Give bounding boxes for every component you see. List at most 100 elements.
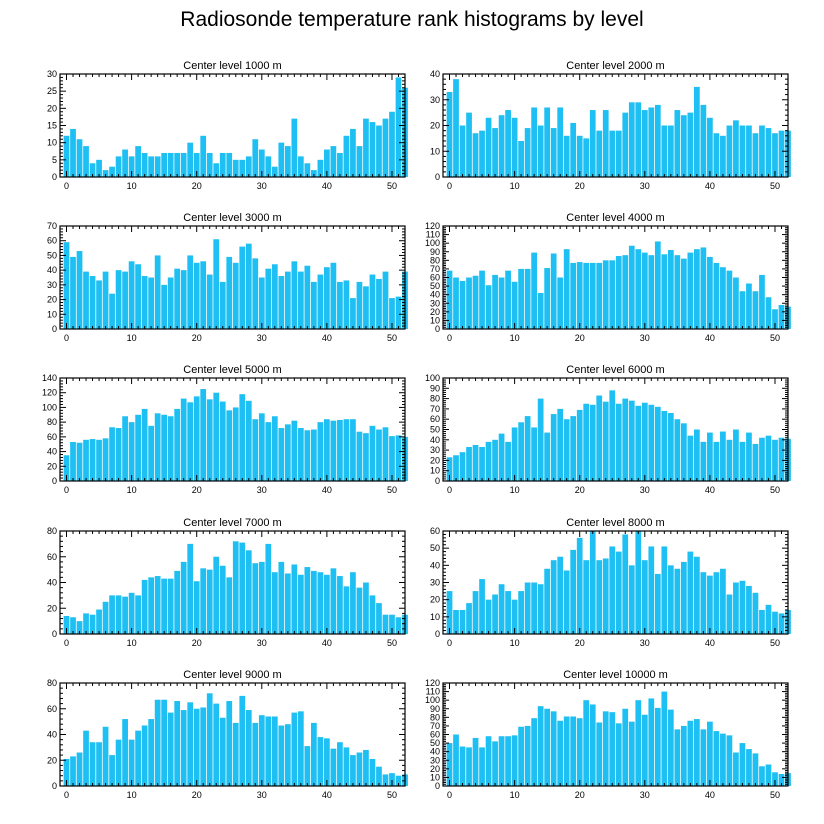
bar <box>524 582 531 634</box>
bar <box>479 747 485 787</box>
bar <box>356 281 363 329</box>
bar <box>459 746 466 786</box>
bar <box>369 758 376 786</box>
bar <box>304 567 311 634</box>
bar <box>752 592 759 634</box>
bar <box>524 128 531 177</box>
bar <box>661 546 668 634</box>
bar <box>667 250 674 329</box>
bar <box>707 117 713 177</box>
y-tick-label: 50 <box>430 281 440 291</box>
bar <box>700 104 707 177</box>
y-tick-label: 10 <box>430 612 440 622</box>
y-tick-label: 60 <box>430 730 440 740</box>
bar <box>531 582 537 634</box>
bar <box>648 546 655 634</box>
bar <box>518 726 524 786</box>
bar <box>96 159 102 177</box>
bar <box>76 251 83 329</box>
bar <box>258 277 265 329</box>
bar <box>89 439 96 481</box>
bar <box>187 255 194 329</box>
y-tick-label: 140 <box>42 373 57 383</box>
bar <box>245 156 252 177</box>
bar <box>726 735 733 786</box>
bar <box>563 419 570 481</box>
bar <box>271 264 278 329</box>
bar <box>245 243 252 329</box>
bar <box>291 712 298 786</box>
bar <box>239 394 246 481</box>
y-tick-label: 10 <box>47 138 57 148</box>
bar <box>739 580 746 634</box>
bar <box>505 270 511 329</box>
bar <box>557 277 564 329</box>
bar <box>485 285 492 329</box>
bar <box>115 270 122 329</box>
bar <box>226 256 233 329</box>
bar <box>200 568 207 634</box>
bar <box>356 587 363 634</box>
bar <box>602 110 609 177</box>
bar <box>330 146 337 177</box>
bar <box>395 617 402 634</box>
bar <box>466 277 472 329</box>
bar <box>219 565 226 634</box>
x-tick-label: 10 <box>510 333 520 343</box>
bar <box>570 262 577 329</box>
bar <box>109 293 115 329</box>
x-tick-label: 50 <box>770 485 780 495</box>
bar <box>148 277 154 329</box>
bar <box>128 156 135 177</box>
bar <box>596 262 603 329</box>
bar <box>363 118 369 177</box>
bar <box>641 110 648 177</box>
bar <box>356 146 363 177</box>
bar <box>589 704 596 786</box>
bar <box>615 551 622 634</box>
x-tick-label: 20 <box>192 333 202 343</box>
x-tick-label: 0 <box>64 181 69 191</box>
bar <box>258 561 265 634</box>
y-tick-label: 20 <box>47 603 57 613</box>
bar <box>343 135 350 177</box>
bar <box>226 701 233 786</box>
bar <box>570 416 577 481</box>
bar <box>622 112 629 178</box>
y-tick-label: 40 <box>430 435 440 445</box>
bar <box>667 413 674 481</box>
bar <box>109 755 115 786</box>
bar <box>350 755 356 786</box>
y-tick-label: 120 <box>42 388 57 398</box>
bar <box>141 579 148 634</box>
bar <box>466 603 472 634</box>
bar <box>661 410 668 481</box>
bar <box>284 424 291 481</box>
bar <box>563 716 570 786</box>
x-tick-label: 40 <box>705 790 715 800</box>
bar <box>200 261 207 329</box>
bar <box>317 737 324 786</box>
chart-panel-7: Center level 7000 m 0 10 20 30 40 50 0 20 40 60 80 <box>47 517 408 648</box>
bar <box>453 455 459 481</box>
bar <box>161 578 168 634</box>
bar <box>472 275 479 329</box>
x-tick-label: 30 <box>640 638 650 648</box>
y-tick-label: 60 <box>430 526 440 536</box>
bar <box>726 439 733 481</box>
bar <box>759 437 765 481</box>
bar <box>154 156 161 177</box>
bar <box>89 742 96 786</box>
bar <box>141 408 148 481</box>
bar <box>707 256 713 329</box>
bar <box>278 428 285 481</box>
bar <box>187 543 194 635</box>
bar <box>563 570 570 634</box>
bar <box>492 128 498 177</box>
bar <box>778 613 785 634</box>
bar <box>337 152 343 177</box>
bar <box>271 166 278 177</box>
bar <box>622 708 629 786</box>
bar <box>752 753 759 786</box>
bar <box>297 271 304 329</box>
